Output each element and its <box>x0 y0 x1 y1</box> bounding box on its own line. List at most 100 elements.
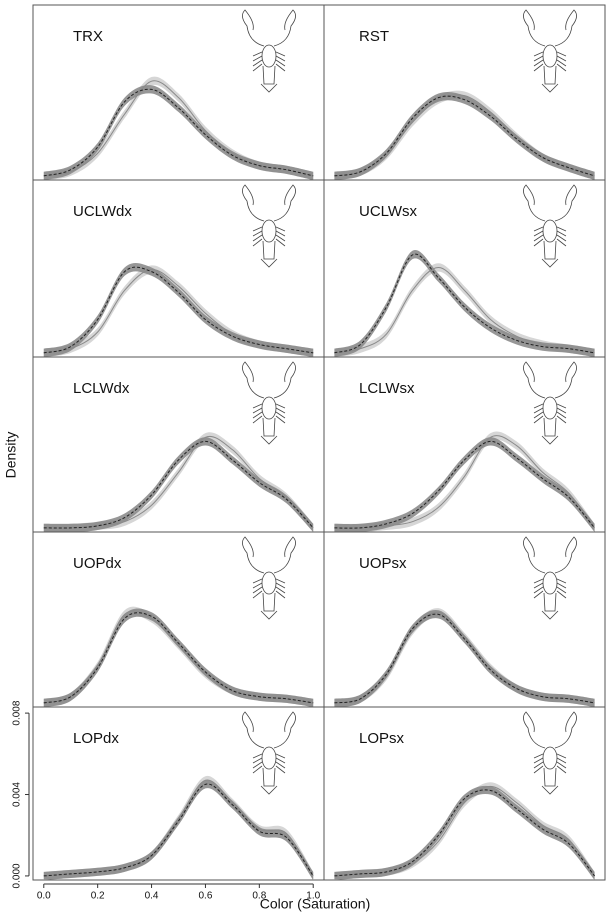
icon-part <box>523 361 546 399</box>
icon-part <box>275 415 286 424</box>
panel-title: RST <box>359 28 389 45</box>
density-line <box>334 785 595 877</box>
icon-part <box>275 761 286 769</box>
panel-title: LCLWsx <box>359 380 415 397</box>
panel-frame <box>323 706 606 881</box>
confidence-band <box>43 437 314 533</box>
lobster-icon <box>523 711 577 795</box>
icon-part <box>252 63 263 72</box>
icon-part <box>554 361 577 399</box>
icon-part <box>541 258 559 268</box>
icon-part <box>533 411 544 419</box>
icon-part <box>541 83 559 93</box>
density-line <box>334 440 595 529</box>
icon-part <box>275 407 286 414</box>
icon-part <box>260 435 278 445</box>
icon-part <box>533 59 544 67</box>
icon-part <box>523 184 546 222</box>
x-tick-label: 1.0 <box>306 891 320 902</box>
icon-part <box>252 226 263 232</box>
icon-part <box>275 586 286 594</box>
icon-part <box>260 258 278 268</box>
icon-part <box>275 590 286 599</box>
lobster-icon <box>523 9 577 93</box>
icon-part <box>533 403 544 409</box>
confidence-band <box>43 85 314 180</box>
icon-part <box>252 415 263 424</box>
icon-part <box>260 83 278 93</box>
icon-part <box>275 411 286 419</box>
icon-part <box>261 219 277 243</box>
icon-part <box>523 536 546 574</box>
icon-part <box>252 590 263 599</box>
density-line <box>334 611 595 704</box>
icon-part <box>261 396 277 420</box>
icon-part <box>275 63 286 72</box>
lobster-icon <box>242 536 296 620</box>
confidence-band <box>334 92 595 180</box>
icon-part <box>275 753 286 759</box>
icon-part <box>261 746 277 770</box>
icon-part <box>275 582 286 589</box>
icon-part <box>556 415 567 424</box>
icon-part <box>554 711 577 749</box>
icon-part <box>252 55 263 62</box>
icon-part <box>556 761 567 769</box>
icon-part <box>242 361 265 399</box>
icon-part <box>556 765 567 774</box>
icon-part <box>262 417 276 437</box>
y-tick-label: 0.004 <box>12 782 23 807</box>
icon-part <box>542 571 558 595</box>
icon-part <box>533 234 544 242</box>
y-tick-label: 0.000 <box>12 863 23 888</box>
density-line <box>334 613 595 704</box>
icon-part <box>275 238 286 247</box>
confidence-band <box>43 775 314 880</box>
icon-part <box>533 415 544 424</box>
x-tick-label: 0.2 <box>91 891 105 902</box>
icon-part <box>533 757 544 764</box>
icon-part <box>543 65 557 85</box>
icon-part <box>275 59 286 67</box>
y-axis-label: Density <box>3 432 19 479</box>
icon-part <box>262 767 276 787</box>
icon-part <box>542 746 558 770</box>
confidence-band <box>43 606 314 707</box>
icon-part <box>554 9 577 47</box>
icon-part <box>556 63 567 72</box>
density-line <box>334 789 595 877</box>
panel-title: UCLWsx <box>359 203 418 220</box>
icon-part <box>533 753 544 759</box>
icon-part <box>275 51 286 57</box>
icon-part <box>252 765 263 774</box>
icon-part <box>533 226 544 232</box>
icon-part <box>275 226 286 232</box>
icon-part <box>252 757 263 764</box>
icon-part <box>556 407 567 414</box>
confidence-band <box>43 608 314 707</box>
icon-part <box>533 586 544 594</box>
density-line <box>334 253 595 354</box>
icon-part <box>252 753 263 759</box>
icon-part <box>261 44 277 68</box>
icon-part <box>252 578 263 584</box>
confidence-band <box>43 779 314 880</box>
icon-part <box>275 765 286 774</box>
icon-part <box>242 711 265 749</box>
confidence-band <box>43 263 314 357</box>
density-line <box>334 435 595 529</box>
confidence-band <box>334 785 595 880</box>
icon-part <box>523 9 546 47</box>
icon-part <box>261 571 277 595</box>
lobster-icon <box>242 711 296 795</box>
icon-part <box>275 757 286 764</box>
lobster-icon <box>523 361 577 445</box>
icon-part <box>533 63 544 72</box>
icon-part <box>252 59 263 67</box>
icon-part <box>275 578 286 584</box>
icon-part <box>273 711 296 749</box>
x-tick-label: 0.0 <box>37 891 51 902</box>
lobster-icon <box>242 361 296 445</box>
panel-title: UCLWdx <box>73 203 132 220</box>
panel-title: UOPsx <box>359 555 407 572</box>
